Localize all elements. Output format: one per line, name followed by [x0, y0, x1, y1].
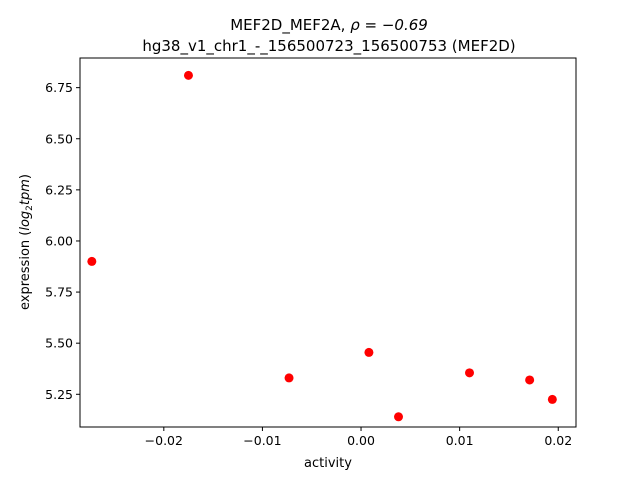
data-point [547, 394, 557, 404]
y-tick-label: 6.50 [45, 131, 73, 146]
data-point [394, 412, 404, 422]
x-axis-ticks: −0.02 −0.01 0.00 0.01 0.02 [145, 427, 572, 448]
x-axis-label: activity [304, 456, 352, 471]
x-tick-label: −0.02 [145, 433, 183, 448]
chart-title-rho: ρ = −0.69 [350, 16, 428, 34]
chart-title-line2: hg38_v1_chr1_-_156500723_156500753 (MEF2… [142, 37, 515, 56]
chart-title-prefix: MEF2D_MEF2A, [230, 16, 350, 35]
data-point [364, 347, 374, 357]
data-point [87, 256, 97, 266]
x-tick-label: −0.01 [243, 433, 281, 448]
x-tick-label: 0.02 [544, 433, 572, 448]
data-point [465, 368, 475, 378]
y-tick-label: 5.75 [45, 285, 73, 300]
chart-title-line1: MEF2D_MEF2A, ρ = −0.69 [230, 16, 428, 35]
y-axis-label-sub: 2 [25, 205, 35, 211]
y-axis-label-log: log [18, 211, 33, 231]
y-tick-label: 6.00 [45, 233, 73, 248]
data-point [525, 375, 535, 385]
data-point [183, 70, 193, 80]
y-tick-label: 5.50 [45, 336, 73, 351]
y-tick-label: 5.25 [45, 387, 73, 402]
y-axis-ticks: 5.25 5.50 5.75 6.00 6.25 6.50 6.75 [45, 80, 80, 402]
scatter-points [87, 70, 557, 422]
y-axis-label-suffix: ) [18, 174, 33, 179]
plot-area [79, 57, 577, 428]
y-axis-label-tpm: tpm [18, 179, 33, 205]
y-axis-label: expression (log2tpm) [18, 174, 35, 310]
y-tick-label: 6.25 [45, 182, 73, 197]
x-tick-label: 0.01 [446, 433, 474, 448]
data-point [284, 373, 294, 383]
y-axis-label-prefix: expression ( [18, 231, 33, 310]
y-tick-label: 6.75 [45, 80, 73, 95]
x-tick-label: 0.00 [347, 433, 375, 448]
